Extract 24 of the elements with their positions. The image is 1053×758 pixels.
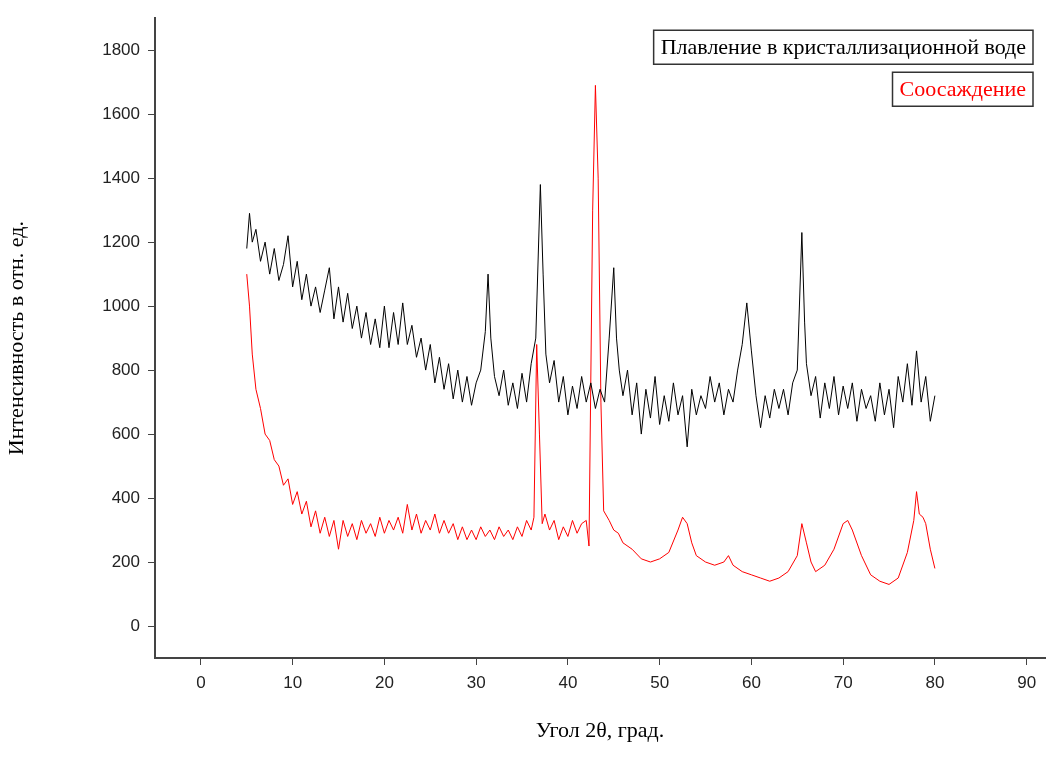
x-tick-label: 70 [833,672,853,692]
y-tick-label: 1200 [102,231,140,251]
x-tick-label: 20 [374,672,394,692]
x-tick-label: 10 [283,672,303,692]
y-tick-label: 600 [111,423,140,443]
x-tick-label: 0 [196,672,206,692]
x-tick-label: 30 [466,672,486,692]
y-tick-label: 1400 [102,167,140,187]
x-tick-label: 80 [925,672,945,692]
y-tick-label: 1800 [102,39,140,59]
x-tick-label: 90 [1017,672,1037,692]
y-tick-label: 400 [111,487,140,507]
y-tick-label: 200 [111,551,140,571]
x-axis-title: Угол 2θ, град. [535,716,665,742]
y-tick-label: 1000 [102,295,140,315]
y-axis-title: Интенсивность в отн. ед. [2,221,28,456]
x-tick-label: 60 [741,672,761,692]
y-tick-label: 1600 [102,103,140,123]
x-tick-label: 40 [558,672,578,692]
y-tick-label: 800 [111,359,140,379]
y-tick-label: 0 [130,615,140,635]
x-tick-label: 50 [650,672,670,692]
text: Плавление в кристаллизационной воде [660,33,1027,59]
text: Соосаждение [899,75,1027,101]
